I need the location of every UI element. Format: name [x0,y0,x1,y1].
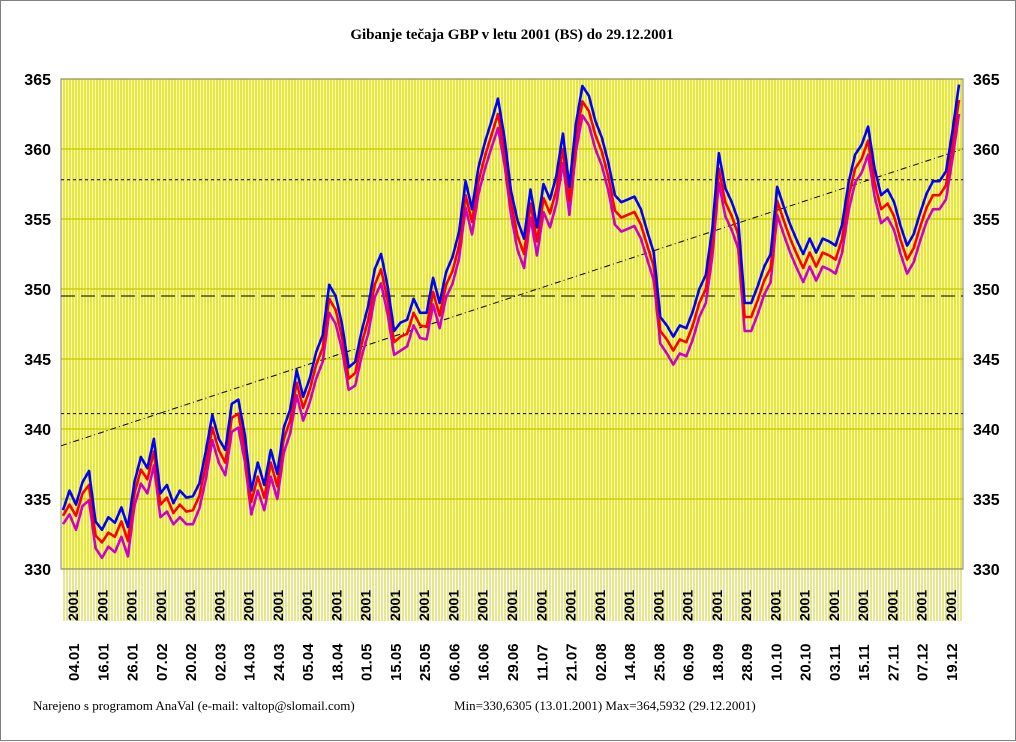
x-tick-label: 05.04 [300,643,317,681]
y-tick-label: 335 [973,492,1000,509]
series-line [61,84,961,532]
x-tick-label: 16.06 [476,643,493,681]
series-lines [61,84,961,560]
y-axis-left: 330 335 340 345 350 355 360 365 [24,72,51,579]
y-axis-right: 330 335 340 345 350 355 360 365 [973,72,1000,579]
x-year-label: 2001 [943,590,959,621]
x-tick-label: 26.01 [125,643,142,681]
x-year-label: 2001 [563,590,579,621]
x-year-label: 2001 [328,590,344,621]
x-tick-label: 15.11 [856,644,873,681]
x-tick-label: 14.03 [242,643,259,681]
x-year-label: 2001 [914,590,930,621]
x-tick-label: 27.11 [885,644,902,681]
y-tick-label: 330 [24,562,51,579]
plot-border [60,78,964,570]
x-tick-label: 19.12 [944,643,961,681]
x-tick-label: 10.10 [768,643,785,681]
x-tick-label: 15.05 [388,643,405,681]
x-tick-label: 20.02 [183,643,200,681]
x-year-label: 2001 [299,590,315,621]
x-year-label: 2001 [270,590,286,621]
x-tick-label: 29.06 [505,643,522,681]
x-tick-label: 25.08 [651,643,668,681]
y-tick-label: 345 [24,352,51,369]
x-year-label: 2001 [124,590,140,621]
series-line [61,99,961,544]
x-tick-label: 20.10 [798,643,815,681]
footer-credit: Narejeno s programom AnaVal (e-mail: val… [33,698,355,713]
x-tick-label: 18.09 [710,643,727,681]
reference-lines [60,148,964,447]
x-tick-label: 21.07 [564,643,581,681]
x-year-label: 2001 [592,590,608,621]
x-year-label: 2001 [680,590,696,621]
x-year-label: 2001 [767,590,783,621]
footer-minmax: Min=330,6305 (13.01.2001) Max=364,5932 (… [454,698,756,713]
y-tick-label: 350 [24,282,51,299]
x-tick-label: 06.09 [681,643,698,681]
x-tick-label: 25.05 [417,643,434,681]
x-year-label: 2001 [621,590,637,621]
x-year-label: 2001 [884,590,900,621]
x-tick-label: 18.04 [329,643,346,681]
x-tick-label: 02.03 [212,643,229,681]
x-year-label: 2001 [387,590,403,621]
x-year-label: 2001 [416,590,432,621]
y-tick-label: 360 [24,142,51,159]
y-tick-label: 330 [973,562,1000,579]
x-tick-label: 03.11 [827,644,844,681]
x-tick-label: 02.08 [593,643,610,681]
x-axis: 2001 04.01 2001 16.01 2001 26.01 2001 07.02 2001… [65,590,961,681]
y-tick-label: 365 [24,72,51,89]
x-tick-label: 24.03 [271,643,288,681]
x-year-label: 2001 [358,590,374,621]
y-tick-label: 345 [973,352,1000,369]
x-tick-label: 07.12 [915,643,932,681]
x-year-label: 2001 [153,590,169,621]
y-tick-label: 365 [973,72,1000,89]
series-line [61,113,961,560]
x-year-label: 2001 [533,590,549,621]
x-tick-label: 01.05 [359,643,376,681]
vertical-gridlines [63,79,962,621]
x-year-label: 2001 [709,590,725,621]
y-tick-label: 360 [973,142,1000,159]
x-year-label: 2001 [504,590,520,621]
x-year-label: 2001 [650,590,666,621]
y-tick-label: 340 [973,422,1000,439]
x-tick-label: 04.01 [66,643,83,681]
x-tick-label: 16.01 [95,643,112,681]
x-tick-label: 11.07 [534,644,551,681]
x-year-label: 2001 [211,590,227,621]
y-tick-label: 340 [24,422,51,439]
x-year-label: 2001 [797,590,813,621]
x-tick-label: 07.02 [154,643,171,681]
x-year-label: 2001 [855,590,871,621]
x-tick-label: 14.08 [622,643,639,681]
x-year-label: 2001 [738,590,754,621]
y-tick-label: 350 [973,282,1000,299]
y-tick-label: 355 [24,212,51,229]
horizontal-gridlines [60,78,964,570]
x-year-label: 2001 [94,590,110,621]
x-tick-label: 28.09 [739,643,756,681]
y-tick-label: 355 [973,212,1000,229]
chart-title: Gibanje tečaja GBP v letu 2001 (BS) do 2… [350,27,673,43]
x-year-label: 2001 [826,590,842,621]
x-year-label: 2001 [475,590,491,621]
x-year-label: 2001 [241,590,257,621]
x-year-label: 2001 [182,590,198,621]
trend-line [60,148,964,447]
y-tick-label: 335 [24,492,51,509]
x-tick-label: 06.06 [446,643,463,681]
x-year-label: 2001 [65,590,81,621]
x-year-label: 2001 [445,590,461,621]
